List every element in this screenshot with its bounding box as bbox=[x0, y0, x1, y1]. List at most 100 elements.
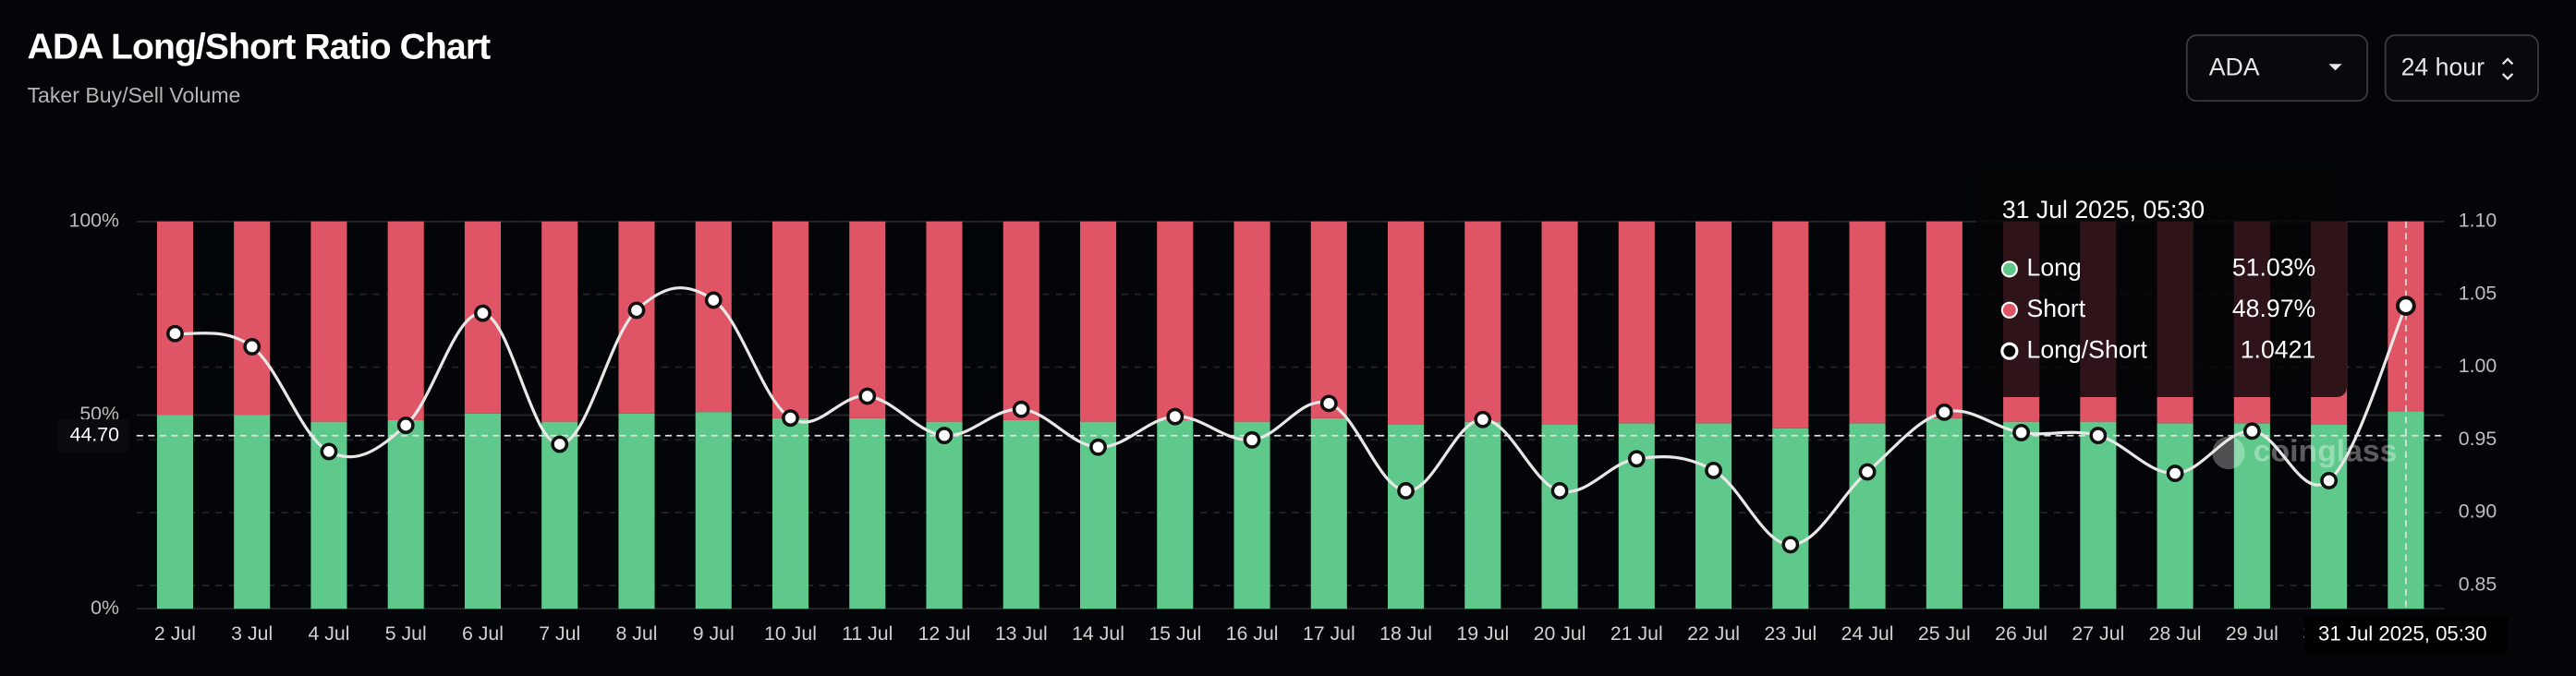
x-tick-label: 7 Jul bbox=[539, 622, 580, 645]
bar-segment bbox=[1541, 424, 1578, 610]
ratio-point bbox=[166, 324, 184, 343]
x-tick-label: 21 Jul bbox=[1610, 622, 1663, 645]
x-tick-label: 5 Jul bbox=[385, 622, 427, 645]
x-tick-label: 18 Jul bbox=[1379, 622, 1432, 645]
ratio-point bbox=[2396, 296, 2416, 316]
bar-segment bbox=[387, 221, 424, 420]
ratio-point bbox=[474, 304, 492, 322]
x-tick-label: 27 Jul bbox=[2072, 622, 2124, 645]
x-tick-label: 8 Jul bbox=[615, 622, 657, 645]
y2-tick-label: 0.95 bbox=[2459, 428, 2497, 450]
bar-segment bbox=[695, 412, 732, 610]
tooltip-title: 31 Jul 2025, 05:30 bbox=[2002, 196, 2205, 223]
bar-segment bbox=[772, 221, 809, 418]
y2-tick-label: 0.90 bbox=[2459, 501, 2497, 523]
select-box[interactable] bbox=[2384, 34, 2539, 103]
ratio-point bbox=[2166, 465, 2184, 482]
bar-segment bbox=[234, 415, 271, 610]
y2-tick-label: 1.05 bbox=[2459, 282, 2497, 304]
bar-segment bbox=[1157, 419, 1194, 610]
bar-segment bbox=[1002, 221, 1039, 420]
bar-segment bbox=[1464, 421, 1501, 610]
ratio-point bbox=[1089, 438, 1107, 456]
ratio-point bbox=[2320, 472, 2339, 489]
ratio-point bbox=[704, 291, 723, 309]
bar-segment bbox=[2080, 421, 2117, 610]
x-tick-label: 24 Jul bbox=[1841, 622, 1894, 645]
ratio-point bbox=[858, 387, 877, 405]
bar-segment bbox=[926, 421, 963, 610]
bar-segment bbox=[156, 221, 193, 416]
bar-segment bbox=[156, 415, 193, 610]
bar-segment bbox=[1310, 417, 1347, 610]
crosshair-y-label: 44.70 bbox=[70, 423, 119, 445]
bar-segment bbox=[1233, 221, 1270, 422]
tooltip-series-value: 51.03% bbox=[2232, 253, 2315, 281]
crosshair-y-label-box bbox=[56, 418, 129, 453]
select-value[interactable]: ADA bbox=[2209, 54, 2260, 81]
ratio-point bbox=[782, 409, 799, 428]
bar-segment bbox=[234, 221, 271, 416]
x-tick-label: 15 Jul bbox=[1148, 622, 1201, 645]
ratio-point bbox=[1474, 410, 1492, 429]
ratio-point bbox=[935, 427, 954, 444]
ratio-point bbox=[1705, 461, 1722, 479]
bar-segment bbox=[1079, 221, 1117, 422]
ratio-point bbox=[1550, 482, 1569, 500]
bar-segment bbox=[2233, 423, 2270, 610]
symbol-select[interactable]: ADA bbox=[2185, 34, 2369, 103]
watermark: coinglass bbox=[2254, 433, 2398, 468]
tooltip-box bbox=[1975, 170, 2347, 397]
bar-segment bbox=[1849, 423, 1886, 610]
bar-segment bbox=[464, 413, 502, 610]
bar-segment bbox=[1157, 221, 1194, 420]
bar-segment bbox=[849, 417, 886, 610]
x-tick-label: 19 Jul bbox=[1456, 622, 1509, 645]
y2-tick-label: 0.85 bbox=[2459, 573, 2497, 596]
crosshair-x-label-box bbox=[2303, 617, 2509, 654]
x-tick-label: 11 Jul bbox=[842, 622, 893, 645]
bar-segment bbox=[1388, 221, 1425, 425]
x-tick-label: 4 Jul bbox=[308, 622, 349, 645]
ratio-point bbox=[627, 301, 646, 320]
x-tick-label: 29 Jul bbox=[2226, 622, 2278, 645]
x-tick-label: 12 Jul bbox=[918, 622, 971, 645]
bar-segment bbox=[310, 221, 347, 422]
x-tick-label: 2 Jul bbox=[154, 622, 196, 645]
x-tick-label: 26 Jul bbox=[1995, 622, 2047, 645]
ratio-point bbox=[1243, 430, 1261, 449]
ratio-point bbox=[1858, 463, 1877, 481]
select-caret bbox=[2501, 57, 2514, 80]
x-tick-label: 6 Jul bbox=[462, 622, 504, 645]
select-box[interactable] bbox=[2185, 34, 2369, 103]
bar-segment bbox=[1310, 221, 1347, 418]
ratio-point bbox=[2242, 422, 2261, 441]
x-tick-label: 17 Jul bbox=[1303, 622, 1355, 645]
tooltip-series-value: 48.97% bbox=[2232, 295, 2315, 322]
interval-select[interactable]: 24 hour bbox=[2384, 34, 2539, 103]
tooltip-marker bbox=[2000, 301, 2018, 319]
tooltip-marker bbox=[2000, 342, 2019, 360]
bar-segment bbox=[1233, 421, 1270, 610]
y-tick-label: 0% bbox=[91, 597, 119, 619]
select-value[interactable]: 24 hour bbox=[2401, 54, 2485, 81]
bar-segment bbox=[618, 413, 655, 610]
ratio-point bbox=[1012, 400, 1030, 418]
x-tick-label: 23 Jul bbox=[1764, 622, 1817, 645]
ratio-point bbox=[1781, 536, 1800, 554]
ratio-point bbox=[320, 442, 338, 461]
ratio-point bbox=[551, 435, 569, 453]
y2-tick-label: 1.10 bbox=[2459, 209, 2497, 231]
bar-segment bbox=[1772, 221, 1809, 429]
bar-segment bbox=[2003, 421, 2040, 610]
x-tick-label: 28 Jul bbox=[2149, 622, 2202, 645]
crosshair-x-label: 31 Jul 2025, 05:30 bbox=[2318, 622, 2487, 645]
x-tick-label: 20 Jul bbox=[1534, 622, 1586, 645]
bar-segment bbox=[1926, 417, 1962, 610]
chart-subtitle: Taker Buy/Sell Volume bbox=[27, 83, 240, 107]
bar-segment bbox=[541, 221, 578, 422]
tooltip: 31 Jul 2025, 05:30 Long 51.03% Short 48.97% L… bbox=[1975, 170, 2347, 397]
x-tick-label: 25 Jul bbox=[1918, 622, 1971, 645]
